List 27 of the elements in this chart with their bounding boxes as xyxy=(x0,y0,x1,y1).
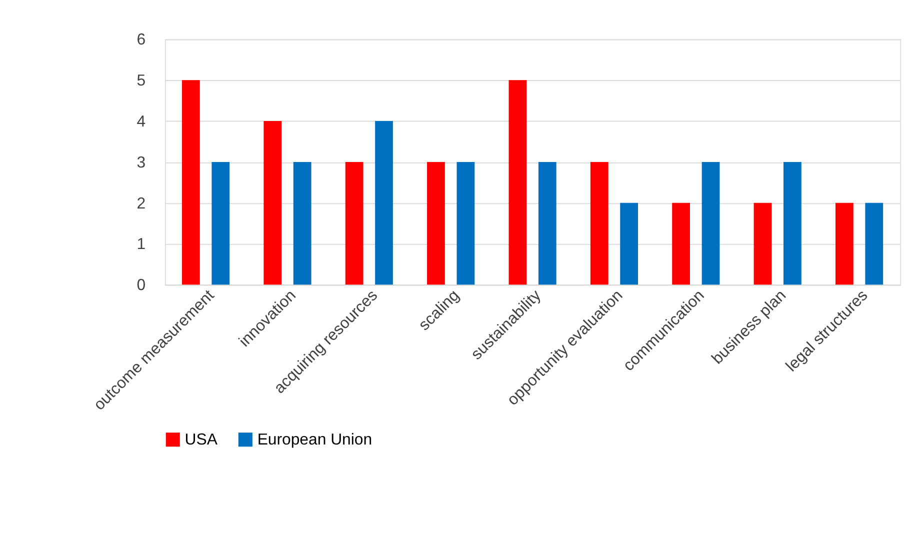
bar xyxy=(182,80,200,285)
legend-label: European Union xyxy=(257,432,372,449)
bar xyxy=(508,80,527,285)
bar xyxy=(293,162,312,285)
bar xyxy=(345,162,364,285)
bar xyxy=(264,121,282,285)
bar xyxy=(620,202,638,285)
y-tick-label: 2 xyxy=(136,195,146,212)
bar xyxy=(538,162,556,285)
bar xyxy=(672,202,690,285)
bar xyxy=(590,162,608,285)
bar xyxy=(754,202,772,285)
bar xyxy=(702,162,720,285)
bar xyxy=(456,162,475,285)
bar xyxy=(375,121,393,285)
y-tick-label: 3 xyxy=(136,154,146,172)
bar xyxy=(784,162,802,285)
bar xyxy=(865,202,884,285)
y-tick-label: 1 xyxy=(136,236,146,254)
y-tick-label: 0 xyxy=(136,277,146,294)
bar xyxy=(212,162,230,285)
bar xyxy=(427,162,445,285)
legend-label: USA xyxy=(184,432,218,449)
bar xyxy=(835,202,854,285)
y-tick-label: 5 xyxy=(136,72,146,90)
y-tick-label: 4 xyxy=(136,114,146,131)
y-tick-label: 6 xyxy=(136,32,146,49)
